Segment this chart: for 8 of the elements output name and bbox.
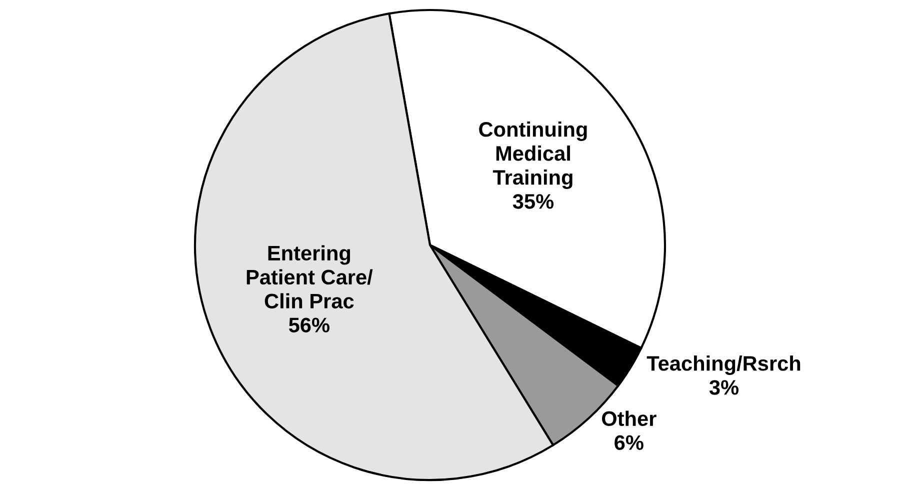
data-label: 6% bbox=[614, 435, 644, 450]
data-label: 3% bbox=[709, 380, 739, 395]
slice-label: Other bbox=[602, 410, 656, 426]
data-label: 56% bbox=[288, 318, 330, 332]
slice-label: Teaching/Rsrch bbox=[646, 356, 800, 376]
data-label: 35% bbox=[512, 194, 554, 209]
slice-label: Entering Patient Care/ Clin Prac bbox=[246, 245, 373, 309]
slice-label: Continuing Medical Training bbox=[479, 121, 587, 189]
